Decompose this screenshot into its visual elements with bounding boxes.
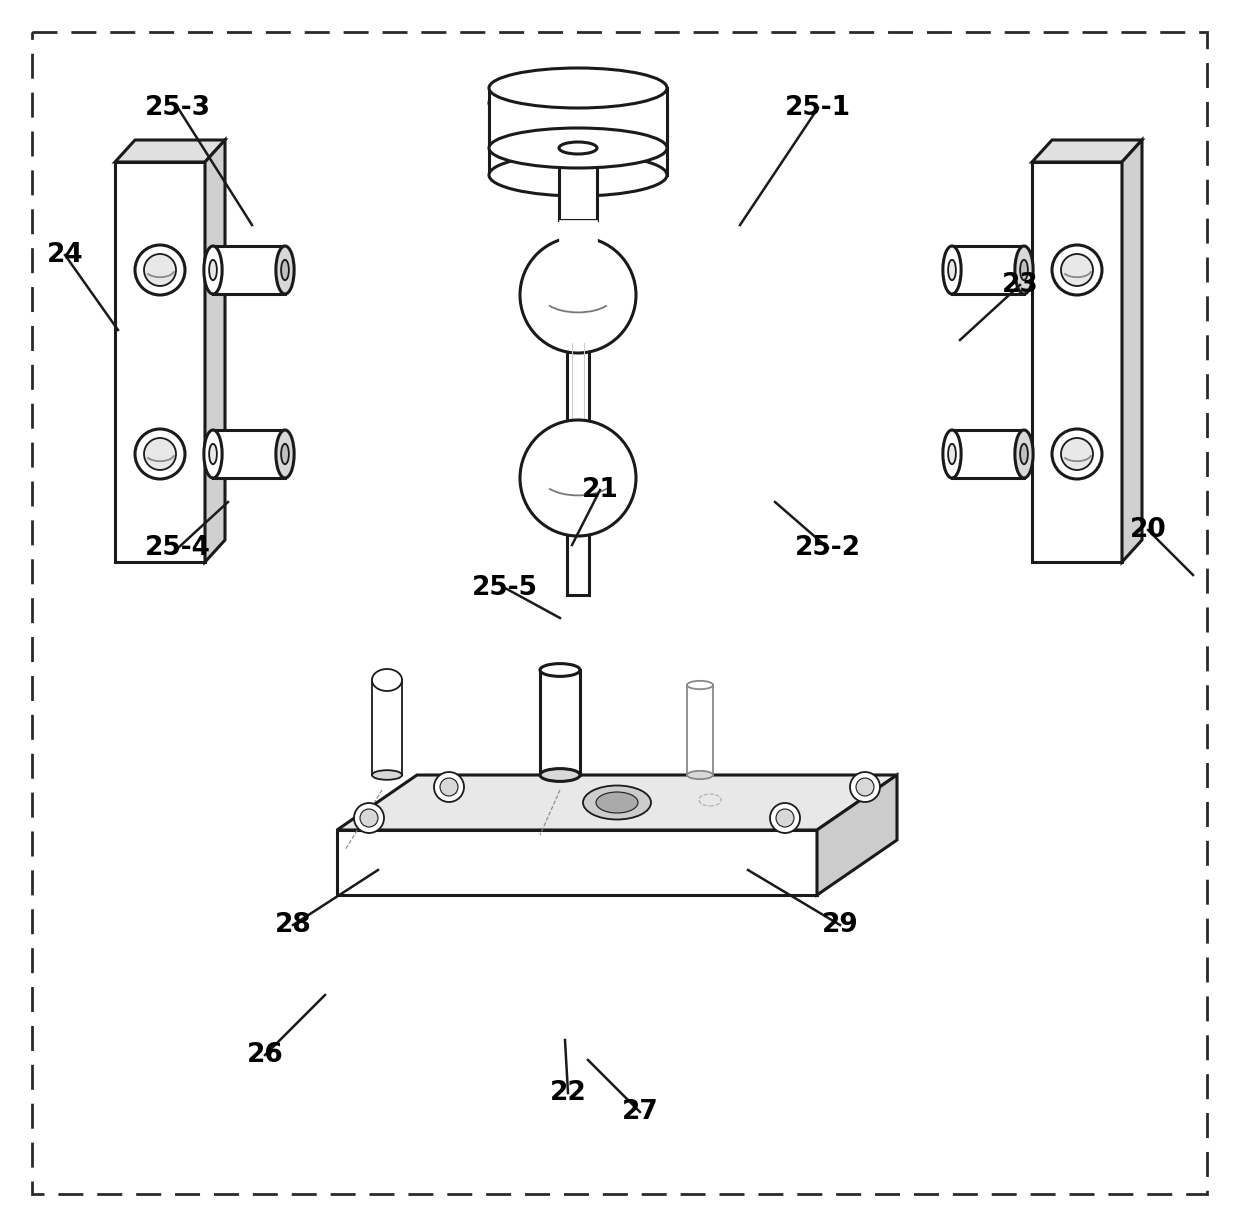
Polygon shape xyxy=(1032,162,1122,562)
Polygon shape xyxy=(1122,140,1142,562)
Circle shape xyxy=(849,772,880,802)
Circle shape xyxy=(353,803,384,832)
Polygon shape xyxy=(213,246,285,294)
Polygon shape xyxy=(372,680,402,775)
Ellipse shape xyxy=(489,82,667,124)
Polygon shape xyxy=(559,148,596,219)
Ellipse shape xyxy=(281,260,289,281)
Ellipse shape xyxy=(539,769,580,781)
Ellipse shape xyxy=(687,771,713,780)
Ellipse shape xyxy=(203,430,222,478)
Ellipse shape xyxy=(942,430,961,478)
Circle shape xyxy=(1061,254,1092,286)
Circle shape xyxy=(1052,429,1102,479)
Polygon shape xyxy=(213,430,285,478)
Ellipse shape xyxy=(372,669,402,691)
Ellipse shape xyxy=(942,246,961,294)
Circle shape xyxy=(770,803,800,832)
Circle shape xyxy=(1052,245,1102,295)
Circle shape xyxy=(144,438,176,470)
Circle shape xyxy=(135,429,185,479)
Ellipse shape xyxy=(275,246,294,294)
Ellipse shape xyxy=(210,444,217,465)
Polygon shape xyxy=(817,775,897,895)
Polygon shape xyxy=(952,246,1024,294)
Text: 25-5: 25-5 xyxy=(472,575,538,601)
Text: 25-4: 25-4 xyxy=(145,535,211,562)
Text: 25-1: 25-1 xyxy=(785,94,851,121)
Polygon shape xyxy=(115,140,224,162)
Ellipse shape xyxy=(489,67,667,108)
Text: 28: 28 xyxy=(274,912,311,938)
Circle shape xyxy=(776,809,794,828)
Ellipse shape xyxy=(583,786,651,819)
Circle shape xyxy=(434,772,464,802)
Polygon shape xyxy=(567,526,589,595)
Circle shape xyxy=(135,245,185,295)
Ellipse shape xyxy=(372,770,402,780)
Text: 25-2: 25-2 xyxy=(795,535,861,562)
Polygon shape xyxy=(559,219,596,295)
Polygon shape xyxy=(952,430,1024,478)
Ellipse shape xyxy=(1014,246,1033,294)
Text: 27: 27 xyxy=(621,1098,658,1125)
Text: 20: 20 xyxy=(1130,517,1167,543)
Ellipse shape xyxy=(1021,444,1028,465)
Circle shape xyxy=(1061,438,1092,470)
Circle shape xyxy=(856,779,874,796)
Circle shape xyxy=(520,421,636,536)
Text: 21: 21 xyxy=(582,477,619,503)
Ellipse shape xyxy=(1021,260,1028,281)
Polygon shape xyxy=(337,830,817,895)
Text: 25-3: 25-3 xyxy=(145,94,211,121)
Text: 26: 26 xyxy=(247,1042,284,1068)
Ellipse shape xyxy=(949,444,956,465)
Polygon shape xyxy=(489,103,667,175)
Ellipse shape xyxy=(210,260,217,281)
Ellipse shape xyxy=(281,444,289,465)
Ellipse shape xyxy=(372,676,402,685)
Circle shape xyxy=(520,237,636,353)
Ellipse shape xyxy=(539,663,580,677)
Polygon shape xyxy=(489,88,667,148)
Polygon shape xyxy=(567,343,589,430)
Ellipse shape xyxy=(949,260,956,281)
Ellipse shape xyxy=(1014,430,1033,478)
Ellipse shape xyxy=(489,154,667,196)
Polygon shape xyxy=(115,162,205,562)
Ellipse shape xyxy=(489,128,667,168)
Ellipse shape xyxy=(203,246,222,294)
Polygon shape xyxy=(205,140,224,562)
Ellipse shape xyxy=(687,680,713,689)
Text: 24: 24 xyxy=(47,242,83,268)
Ellipse shape xyxy=(275,430,294,478)
Ellipse shape xyxy=(559,142,596,154)
Circle shape xyxy=(440,779,458,796)
Polygon shape xyxy=(337,775,897,830)
Text: 23: 23 xyxy=(1002,272,1038,298)
Text: 29: 29 xyxy=(822,912,858,938)
Circle shape xyxy=(360,809,378,828)
Circle shape xyxy=(144,254,176,286)
Polygon shape xyxy=(1032,140,1142,162)
Polygon shape xyxy=(539,669,580,775)
Text: 22: 22 xyxy=(549,1080,587,1106)
Ellipse shape xyxy=(596,792,639,813)
Polygon shape xyxy=(687,685,713,775)
